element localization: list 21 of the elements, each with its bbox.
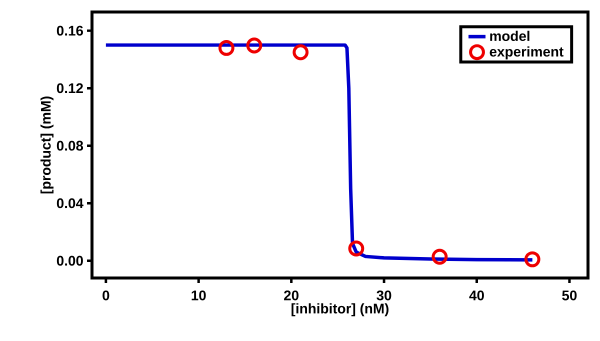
legend-label: model bbox=[490, 30, 530, 42]
x-tick-label: 0 bbox=[102, 290, 110, 300]
y-tick-label: 0.04 bbox=[56, 198, 84, 208]
point bbox=[432, 248, 448, 265]
y-tick-label: 0.00 bbox=[56, 256, 83, 266]
x-tick-label: 50 bbox=[562, 290, 577, 300]
y-tick-label: 0.12 bbox=[56, 83, 83, 94]
y-tick-label: 0.16 bbox=[56, 26, 83, 36]
x-axis-title: [inhibitor] (nM) bbox=[292, 303, 388, 316]
point bbox=[348, 240, 364, 256]
x-tick-label: 20 bbox=[284, 290, 299, 300]
legend-label: experiment bbox=[490, 46, 564, 60]
point bbox=[524, 251, 540, 268]
x-tick-label: 40 bbox=[469, 290, 484, 300]
x-tick-label: 10 bbox=[192, 290, 206, 300]
point bbox=[246, 38, 262, 54]
y-axis-title: [product] (mM) bbox=[40, 96, 54, 194]
point bbox=[292, 44, 309, 60]
x-tick-label: 30 bbox=[376, 290, 392, 300]
point bbox=[218, 40, 234, 56]
y-tick-label: 0.08 bbox=[56, 140, 84, 151]
